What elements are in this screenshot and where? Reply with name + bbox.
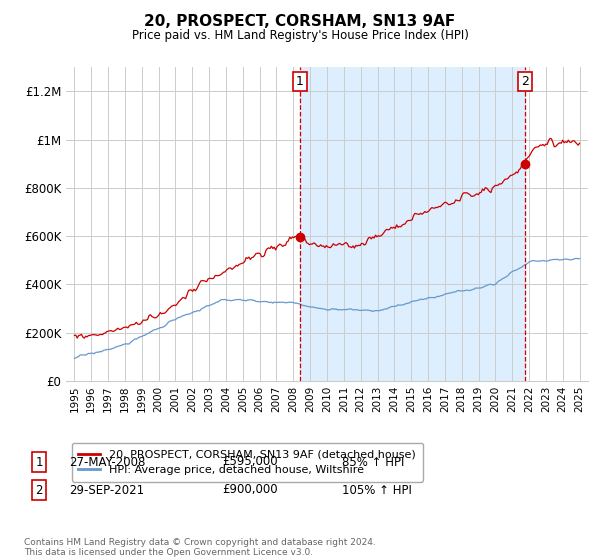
Text: 85% ↑ HPI: 85% ↑ HPI [342, 455, 404, 469]
Text: 1: 1 [296, 75, 304, 88]
Text: £595,000: £595,000 [222, 455, 278, 469]
Text: Price paid vs. HM Land Registry's House Price Index (HPI): Price paid vs. HM Land Registry's House … [131, 29, 469, 42]
Text: 2: 2 [521, 75, 529, 88]
Text: Contains HM Land Registry data © Crown copyright and database right 2024.
This d: Contains HM Land Registry data © Crown c… [24, 538, 376, 557]
Text: 27-MAY-2008: 27-MAY-2008 [69, 455, 145, 469]
Text: 20, PROSPECT, CORSHAM, SN13 9AF: 20, PROSPECT, CORSHAM, SN13 9AF [145, 14, 455, 29]
Text: 29-SEP-2021: 29-SEP-2021 [69, 483, 144, 497]
Text: £900,000: £900,000 [222, 483, 278, 497]
Legend: 20, PROSPECT, CORSHAM, SN13 9AF (detached house), HPI: Average price, detached h: 20, PROSPECT, CORSHAM, SN13 9AF (detache… [71, 443, 423, 482]
Text: 2: 2 [35, 483, 43, 497]
Bar [300, 67, 525, 381]
Text: 1: 1 [35, 455, 43, 469]
Text: 105% ↑ HPI: 105% ↑ HPI [342, 483, 412, 497]
